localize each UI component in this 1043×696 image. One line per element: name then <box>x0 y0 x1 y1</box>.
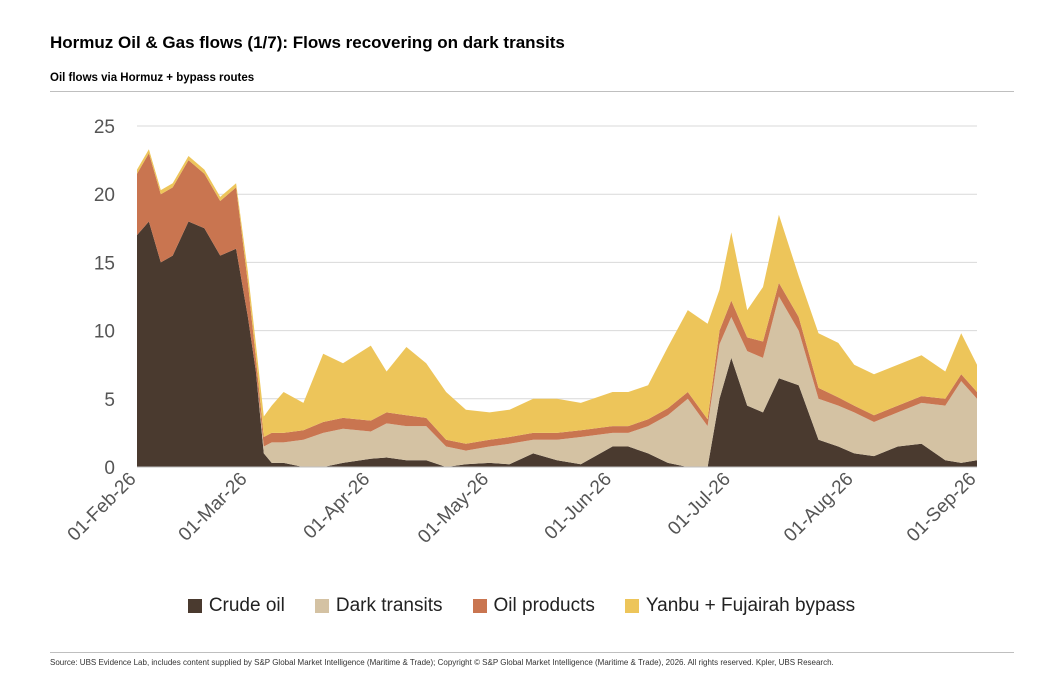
x-tick-label: 01-Jul-26 <box>664 469 735 540</box>
header-divider <box>50 91 1014 92</box>
y-tick-label: 0 <box>104 458 115 479</box>
legend-item-dark-transits: Dark transits <box>314 595 443 617</box>
area-crude <box>137 221 977 467</box>
chart-title: Hormuz Oil & Gas flows (1/7): Flows reco… <box>50 33 565 52</box>
footer-divider <box>50 652 1014 653</box>
legend-swatch-bypass <box>624 599 639 613</box>
x-axis-tick-labels: 01-Feb-26 01-Mar-26 01-Apr-26 01-May-26 01-J… <box>64 469 981 548</box>
x-tick-label: 01-Feb-26 <box>64 469 141 546</box>
legend-item-bypass: Yanbu + Fujairah bypass <box>624 595 856 617</box>
x-tick-label: 01-Jun-26 <box>541 469 616 544</box>
chart-subtitle: Oil flows via Hormuz + bypass routes <box>50 72 255 84</box>
legend-label-crude-oil: Crude oil <box>208 595 285 616</box>
legend-item-oil-products: Oil products <box>472 595 595 617</box>
legend-swatch-oil-products <box>472 599 487 613</box>
legend-swatch-dark-transits <box>314 599 329 613</box>
legend-swatch-crude-oil <box>187 599 202 613</box>
x-tick-label: 01-Apr-26 <box>300 469 375 544</box>
y-tick-label: 5 <box>104 390 115 411</box>
gridlines <box>137 125 977 400</box>
y-tick-label: 15 <box>94 253 115 274</box>
y-tick-label: 10 <box>94 322 115 343</box>
x-tick-label: 01-Sep-26 <box>903 469 981 547</box>
x-tick-label: 01-Aug-26 <box>780 469 858 547</box>
source-note: Source: UBS Evidence Lab, includes conte… <box>50 658 834 667</box>
legend-label-bypass: Yanbu + Fujairah bypass <box>645 595 856 616</box>
legend-label-oil-products: Oil products <box>493 595 595 616</box>
legend-item-crude-oil: Crude oil <box>187 595 285 617</box>
y-tick-label: 25 <box>94 117 115 138</box>
x-tick-label: 01-May-26 <box>414 469 493 548</box>
area-series <box>137 149 977 467</box>
legend-label-dark-transits: Dark transits <box>335 595 443 616</box>
x-tick-label: 01-Mar-26 <box>175 469 252 546</box>
y-tick-label: 20 <box>94 185 115 206</box>
area-dark <box>137 221 977 467</box>
legend: Crude oil Dark transits Oil products Yan… <box>0 595 1043 617</box>
y-axis-tick-labels: 0 5 10 15 20 25 <box>94 117 115 479</box>
area-bypass <box>137 149 977 444</box>
